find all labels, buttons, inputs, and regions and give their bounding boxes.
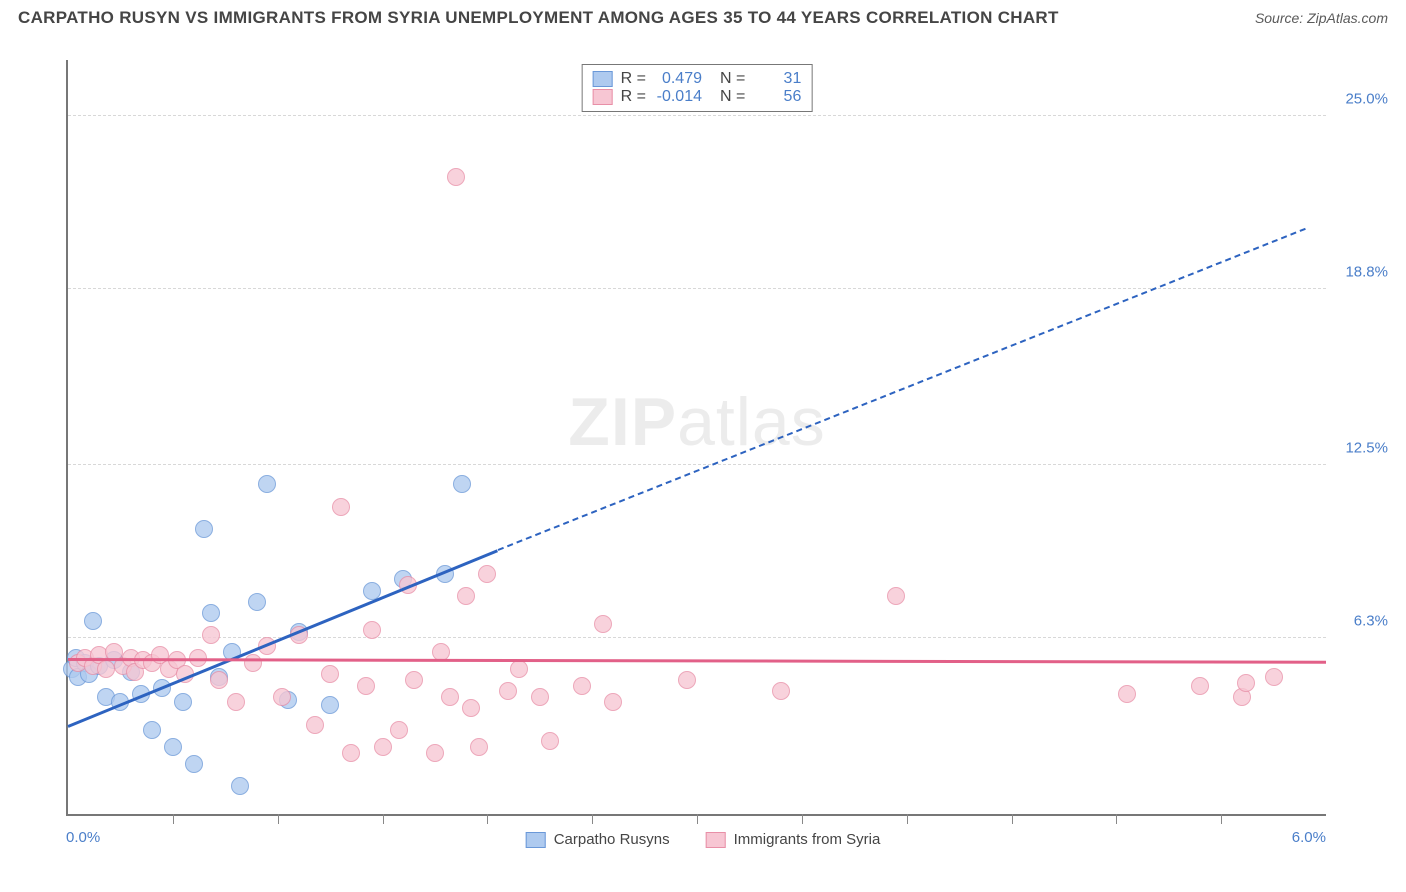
gridline [68,115,1326,116]
y-tick-label: 18.8% [1330,264,1388,281]
gridline [68,464,1326,465]
data-point [531,688,549,706]
data-point [164,738,182,756]
x-tick [697,814,698,824]
y-tick-label: 12.5% [1330,439,1388,456]
data-point [405,671,423,689]
gridline [68,637,1326,638]
r-label: R = [621,70,646,88]
data-point [573,677,591,695]
x-tick [802,814,803,824]
data-point [231,777,249,795]
data-point [332,498,350,516]
data-point [244,654,262,672]
n-value: 56 [753,88,801,106]
data-point [202,604,220,622]
data-point [426,744,444,762]
data-point [321,665,339,683]
data-point [342,744,360,762]
stat-row: R = 0.479 N = 31 [593,70,802,88]
data-point [457,587,475,605]
data-point [84,612,102,630]
data-point [357,677,375,695]
data-point [195,520,213,538]
data-point [1191,677,1209,695]
data-point [202,626,220,644]
y-tick-label: 25.0% [1330,90,1388,107]
legend-swatch [706,832,726,848]
legend-swatch [593,89,613,105]
data-point [97,660,115,678]
legend-label: Immigrants from Syria [734,831,881,848]
correlation-stat-box: R = 0.479 N = 31 R = -0.014 N = 56 [582,64,813,112]
data-point [248,593,266,611]
gridline [68,288,1326,289]
data-point [594,615,612,633]
r-value: -0.014 [654,88,702,106]
x-tick [1116,814,1117,824]
legend-swatch [593,71,613,87]
data-point [258,475,276,493]
plot-area: ZIPatlas R =0.479N =31R =-0.014N =56 6.3… [66,60,1326,816]
data-point [227,693,245,711]
y-tick-label: 6.3% [1330,613,1388,630]
n-label: N = [720,70,745,88]
data-point [273,688,291,706]
data-point [1118,685,1136,703]
data-point [185,755,203,773]
x-tick [1012,814,1013,824]
data-point [510,660,528,678]
x-tick [173,814,174,824]
x-tick [278,814,279,824]
data-point [887,587,905,605]
data-point [772,682,790,700]
x-tick [383,814,384,824]
data-point [321,696,339,714]
r-value: 0.479 [654,70,702,88]
legend: Carpatho Rusyns Immigrants from Syria [526,831,881,848]
data-point [499,682,517,700]
legend-item: Immigrants from Syria [706,831,881,848]
x-tick [907,814,908,824]
x-tick [592,814,593,824]
data-point [210,671,228,689]
watermark-zip: ZIP [568,384,677,460]
data-point [306,716,324,734]
source-attribution: Source: ZipAtlas.com [1255,10,1388,26]
data-point [462,699,480,717]
data-point [1265,668,1283,686]
data-point [447,168,465,186]
data-point [453,475,471,493]
n-label: N = [720,88,745,106]
chart-title: CARPATHO RUSYN VS IMMIGRANTS FROM SYRIA … [18,8,1059,28]
x-tick [1221,814,1222,824]
data-point [1237,674,1255,692]
r-label: R = [621,88,646,106]
trend-line-extrapolated [497,228,1305,551]
x-axis-max-label: 6.0% [1292,829,1326,846]
data-point [374,738,392,756]
data-point [363,621,381,639]
legend-item: Carpatho Rusyns [526,831,670,848]
data-point [441,688,459,706]
data-point [604,693,622,711]
watermark: ZIPatlas [568,383,825,461]
chart-container: Unemployment Among Ages 35 to 44 years Z… [18,40,1388,874]
data-point [541,732,559,750]
data-point [143,721,161,739]
n-value: 31 [753,70,801,88]
stat-row: R = -0.014 N = 56 [593,88,802,106]
data-point [678,671,696,689]
data-point [478,565,496,583]
x-tick [487,814,488,824]
x-axis-min-label: 0.0% [66,829,100,846]
legend-label: Carpatho Rusyns [554,831,670,848]
legend-swatch [526,832,546,848]
data-point [174,693,192,711]
data-point [390,721,408,739]
data-point [470,738,488,756]
